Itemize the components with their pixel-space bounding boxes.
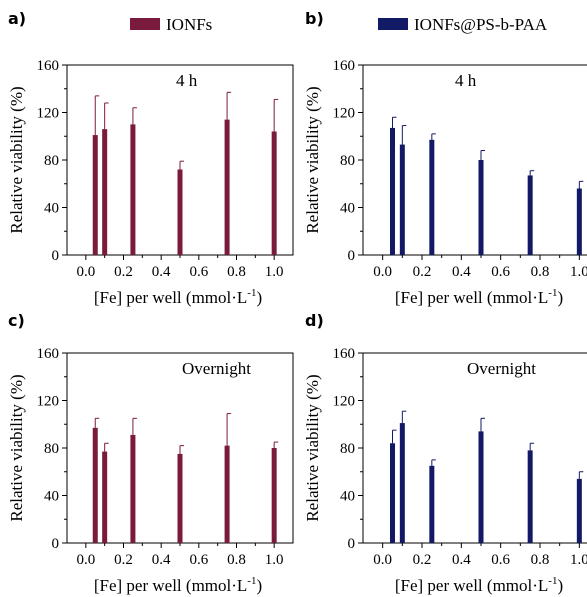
- chart-panel-1: a) IONFs 4 h 0 40 80 120 160 0.0 0.2 0.4 0.6 0.8 1.0[…: [7, 9, 294, 307]
- x-tick-label: 0.0: [373, 552, 392, 568]
- bar: [92, 427, 98, 543]
- y-tick-label: 80: [44, 153, 59, 169]
- x-axis-label: [Fe] per well (mmol·L-1): [94, 287, 262, 307]
- bar: [429, 465, 435, 543]
- panel-letter: c): [8, 311, 25, 330]
- x-tick-label: 0.2: [413, 552, 432, 568]
- x-tick-label: 0.8: [227, 552, 246, 568]
- panel-letter: d): [305, 311, 324, 330]
- bar: [92, 135, 98, 255]
- y-tick-label: 80: [44, 441, 59, 457]
- time-annotation: 4 h: [455, 71, 477, 90]
- bar: [576, 478, 582, 543]
- bar: [224, 119, 230, 255]
- bar: [102, 451, 108, 543]
- x-tick-label: 0.0: [76, 264, 95, 280]
- x-tick-label: 0.4: [452, 264, 471, 280]
- y-tick-label: 120: [37, 394, 60, 410]
- x-axis-label: [Fe] per well (mmol·L-1): [395, 287, 563, 307]
- y-tick-label: 40: [340, 489, 355, 505]
- plot-frame: [362, 352, 587, 544]
- bar: [130, 124, 136, 255]
- bar: [576, 188, 582, 255]
- chart-panel-2: b) IONFs@PS-b-PAA 4 h 0 40 80 120 160 0.0 0.2 0.4 0…: [303, 9, 587, 307]
- bar: [224, 445, 230, 543]
- x-tick-label: 0.6: [189, 552, 208, 568]
- legend-swatch: [130, 18, 160, 30]
- bar: [527, 175, 533, 255]
- y-tick-label: 40: [44, 489, 59, 505]
- time-annotation: 4 h: [176, 71, 198, 90]
- x-axis-label: [Fe] per well (mmol·L-1): [395, 575, 563, 595]
- bar: [527, 450, 533, 543]
- time-annotation: Overnight: [467, 359, 536, 378]
- x-tick-label: 1.0: [570, 552, 587, 568]
- bar: [478, 431, 484, 543]
- panel-letter: b): [305, 9, 324, 28]
- bar: [271, 131, 277, 255]
- bar: [177, 453, 183, 543]
- bar: [478, 160, 484, 255]
- y-tick-label: 0: [52, 536, 60, 552]
- bar: [102, 129, 108, 255]
- bar: [429, 139, 435, 255]
- y-tick-label: 160: [37, 346, 60, 362]
- panel-letter: a): [8, 9, 26, 28]
- y-tick-label: 0: [348, 248, 356, 264]
- x-tick-label: 0.2: [114, 552, 133, 568]
- legend-label: IONFs@PS-b-PAA: [414, 15, 548, 34]
- y-tick-label: 0: [348, 536, 356, 552]
- y-tick-label: 160: [37, 58, 60, 74]
- y-tick-label: 40: [44, 201, 59, 217]
- x-tick-label: 0.4: [152, 264, 171, 280]
- bar: [390, 443, 395, 543]
- bar: [390, 127, 395, 255]
- y-tick-label: 160: [333, 58, 356, 74]
- time-annotation: Overnight: [182, 359, 251, 378]
- x-tick-label: 0.2: [413, 264, 432, 280]
- plot-frame: [362, 64, 587, 256]
- x-tick-label: 0.0: [373, 264, 392, 280]
- x-tick-label: 0.0: [76, 552, 95, 568]
- y-tick-label: 80: [340, 441, 355, 457]
- legend-swatch: [378, 18, 408, 30]
- y-axis-label: Relative viability (%): [7, 374, 26, 521]
- x-tick-label: 0.2: [114, 264, 133, 280]
- y-tick-label: 160: [333, 346, 356, 362]
- x-tick-label: 0.8: [531, 552, 550, 568]
- y-tick-label: 120: [37, 106, 60, 122]
- y-axis-label: Relative viability (%): [303, 374, 322, 521]
- x-tick-label: 1.0: [570, 264, 587, 280]
- y-tick-label: 120: [333, 106, 356, 122]
- bar: [399, 144, 405, 255]
- bar: [271, 448, 277, 543]
- x-tick-label: 0.4: [452, 552, 471, 568]
- x-tick-label: 0.4: [152, 552, 171, 568]
- chart-panel-3: c) Overnight 0 40 80 120 160 0.0 0.2 0.4 0.6 0.8 1.0…: [7, 311, 294, 595]
- x-axis-label: [Fe] per well (mmol·L-1): [94, 575, 262, 595]
- legend-label: IONFs: [166, 15, 212, 34]
- x-tick-label: 1.0: [265, 552, 284, 568]
- chart-panel-4: d) Overnight 0 40 80 120 160 0.0 0.2 0.4 0.6 0.8 1.0…: [303, 311, 587, 595]
- bar: [130, 434, 136, 543]
- y-tick-label: 120: [333, 394, 356, 410]
- y-tick-label: 80: [340, 153, 355, 169]
- y-tick-label: 0: [52, 248, 60, 264]
- x-tick-label: 1.0: [265, 264, 284, 280]
- x-tick-label: 0.6: [189, 264, 208, 280]
- y-axis-label: Relative viability (%): [303, 86, 322, 233]
- bar: [177, 169, 183, 255]
- x-tick-label: 0.8: [227, 264, 246, 280]
- x-tick-label: 0.6: [491, 552, 510, 568]
- bar: [399, 423, 405, 543]
- y-axis-label: Relative viability (%): [7, 86, 26, 233]
- x-tick-label: 0.6: [491, 264, 510, 280]
- y-tick-label: 40: [340, 201, 355, 217]
- x-tick-label: 0.8: [531, 264, 550, 280]
